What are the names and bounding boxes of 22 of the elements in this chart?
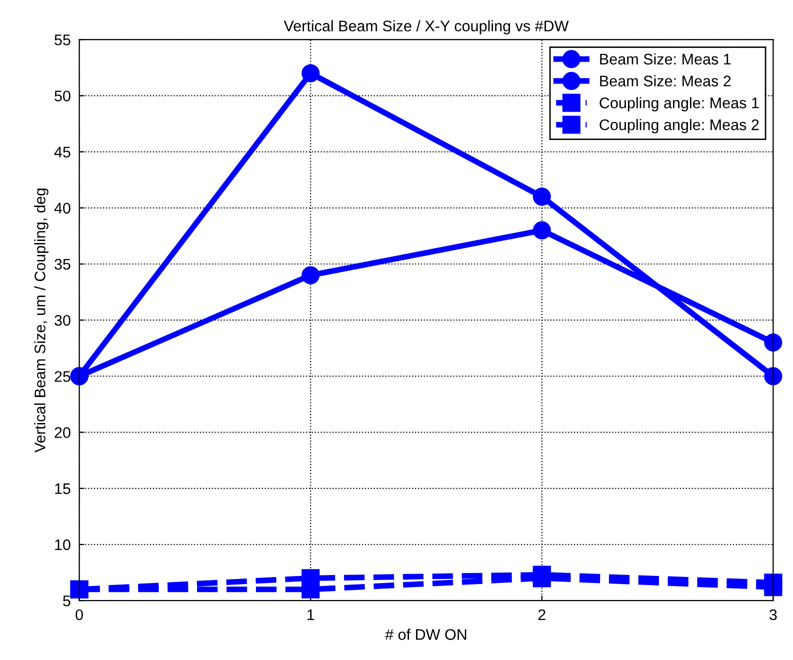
- y-tick-label: 40: [54, 202, 70, 214]
- y-tick-label: 25: [54, 371, 70, 382]
- chart-title: Vertical Beam Size / X-Y coupling vs #DW: [284, 20, 569, 34]
- legend-label: Coupling angle: Meas 2: [600, 118, 759, 134]
- y-axis-title: Vertical Beam Size, um / Coupling, deg: [34, 188, 48, 453]
- x-tick-label: 3: [770, 609, 777, 620]
- x-axis-title: # of DW ON: [385, 628, 466, 640]
- y-tick-label: 35: [54, 258, 70, 270]
- y-tick-label: 15: [55, 483, 70, 494]
- legend-label: Coupling angle: Meas 1: [600, 97, 759, 112]
- x-tick-label: 2: [538, 609, 546, 620]
- y-tick-label: 20: [54, 427, 70, 438]
- y-tick-label: 5: [63, 596, 70, 606]
- y-tick-label: 45: [54, 146, 70, 158]
- y-tick-label: 10: [55, 539, 70, 550]
- legend-label: Beam Size: Meas 2: [600, 75, 731, 86]
- x-tick-label: 1: [308, 609, 314, 620]
- legend-label: Beam Size: Meas 1: [600, 53, 731, 65]
- y-tick-label: 30: [54, 314, 70, 326]
- y-tick-label: 55: [54, 34, 70, 46]
- y-tick-label: 50: [54, 90, 70, 102]
- x-tick-label: 0: [76, 609, 83, 620]
